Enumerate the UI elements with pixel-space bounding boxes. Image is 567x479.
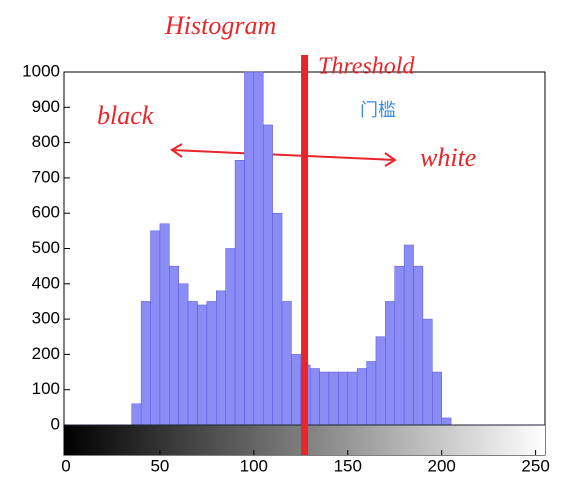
- x-tick-label: 200: [427, 456, 455, 475]
- x-tick-label: 0: [61, 456, 70, 475]
- x-tick-label: 250: [521, 456, 549, 475]
- bar: [169, 265, 179, 426]
- bar: [347, 371, 358, 426]
- x-tick-label: 100: [240, 456, 268, 475]
- y-tick-label: 300: [32, 309, 60, 328]
- y-tick-label: 1000: [22, 61, 60, 80]
- bar: [140, 301, 151, 426]
- right-label: white: [420, 143, 476, 172]
- y-tick-label: 400: [32, 273, 60, 292]
- y-tick-label: 0: [51, 414, 60, 433]
- bar: [385, 301, 395, 426]
- bar: [131, 403, 142, 426]
- y-tick-label: 500: [32, 238, 60, 257]
- x-tick-label: 50: [150, 456, 169, 475]
- bar: [356, 368, 367, 426]
- left-label: black: [97, 101, 154, 130]
- threshold-label: Threshold: [318, 54, 415, 80]
- bar: [197, 304, 208, 426]
- x-tick-label: 150: [334, 456, 362, 475]
- bar: [262, 124, 273, 426]
- bar: [309, 368, 320, 426]
- bar: [441, 417, 452, 426]
- y-tick-label: 200: [32, 344, 60, 363]
- bar: [159, 223, 170, 426]
- y-tick-label: 900: [32, 97, 60, 116]
- bar: [244, 71, 255, 426]
- y-tick-label: 600: [32, 203, 60, 222]
- bar: [328, 371, 339, 426]
- bar: [272, 212, 283, 426]
- bar: [403, 244, 414, 426]
- bar: [366, 361, 377, 426]
- bar: [413, 265, 424, 426]
- bar: [234, 160, 245, 426]
- bar: [216, 290, 226, 426]
- bar: [432, 371, 442, 426]
- chart-title: Histogram: [164, 11, 276, 40]
- bar: [291, 354, 302, 426]
- bar: [225, 248, 236, 426]
- arrow: [170, 143, 397, 167]
- bar: [253, 71, 264, 426]
- y-tick-label: 700: [32, 167, 60, 186]
- bar: [319, 371, 330, 426]
- bar: [394, 265, 405, 426]
- threshold-note: 门槛: [360, 100, 396, 120]
- bar: [150, 230, 161, 426]
- bar: [422, 318, 433, 426]
- bar: [281, 301, 292, 426]
- bar: [187, 301, 198, 426]
- y-tick-label: 100: [32, 379, 60, 398]
- bar: [338, 371, 349, 426]
- y-tick-label: 800: [32, 132, 60, 151]
- bar: [206, 301, 217, 426]
- bar: [178, 283, 189, 426]
- bar: [375, 336, 386, 426]
